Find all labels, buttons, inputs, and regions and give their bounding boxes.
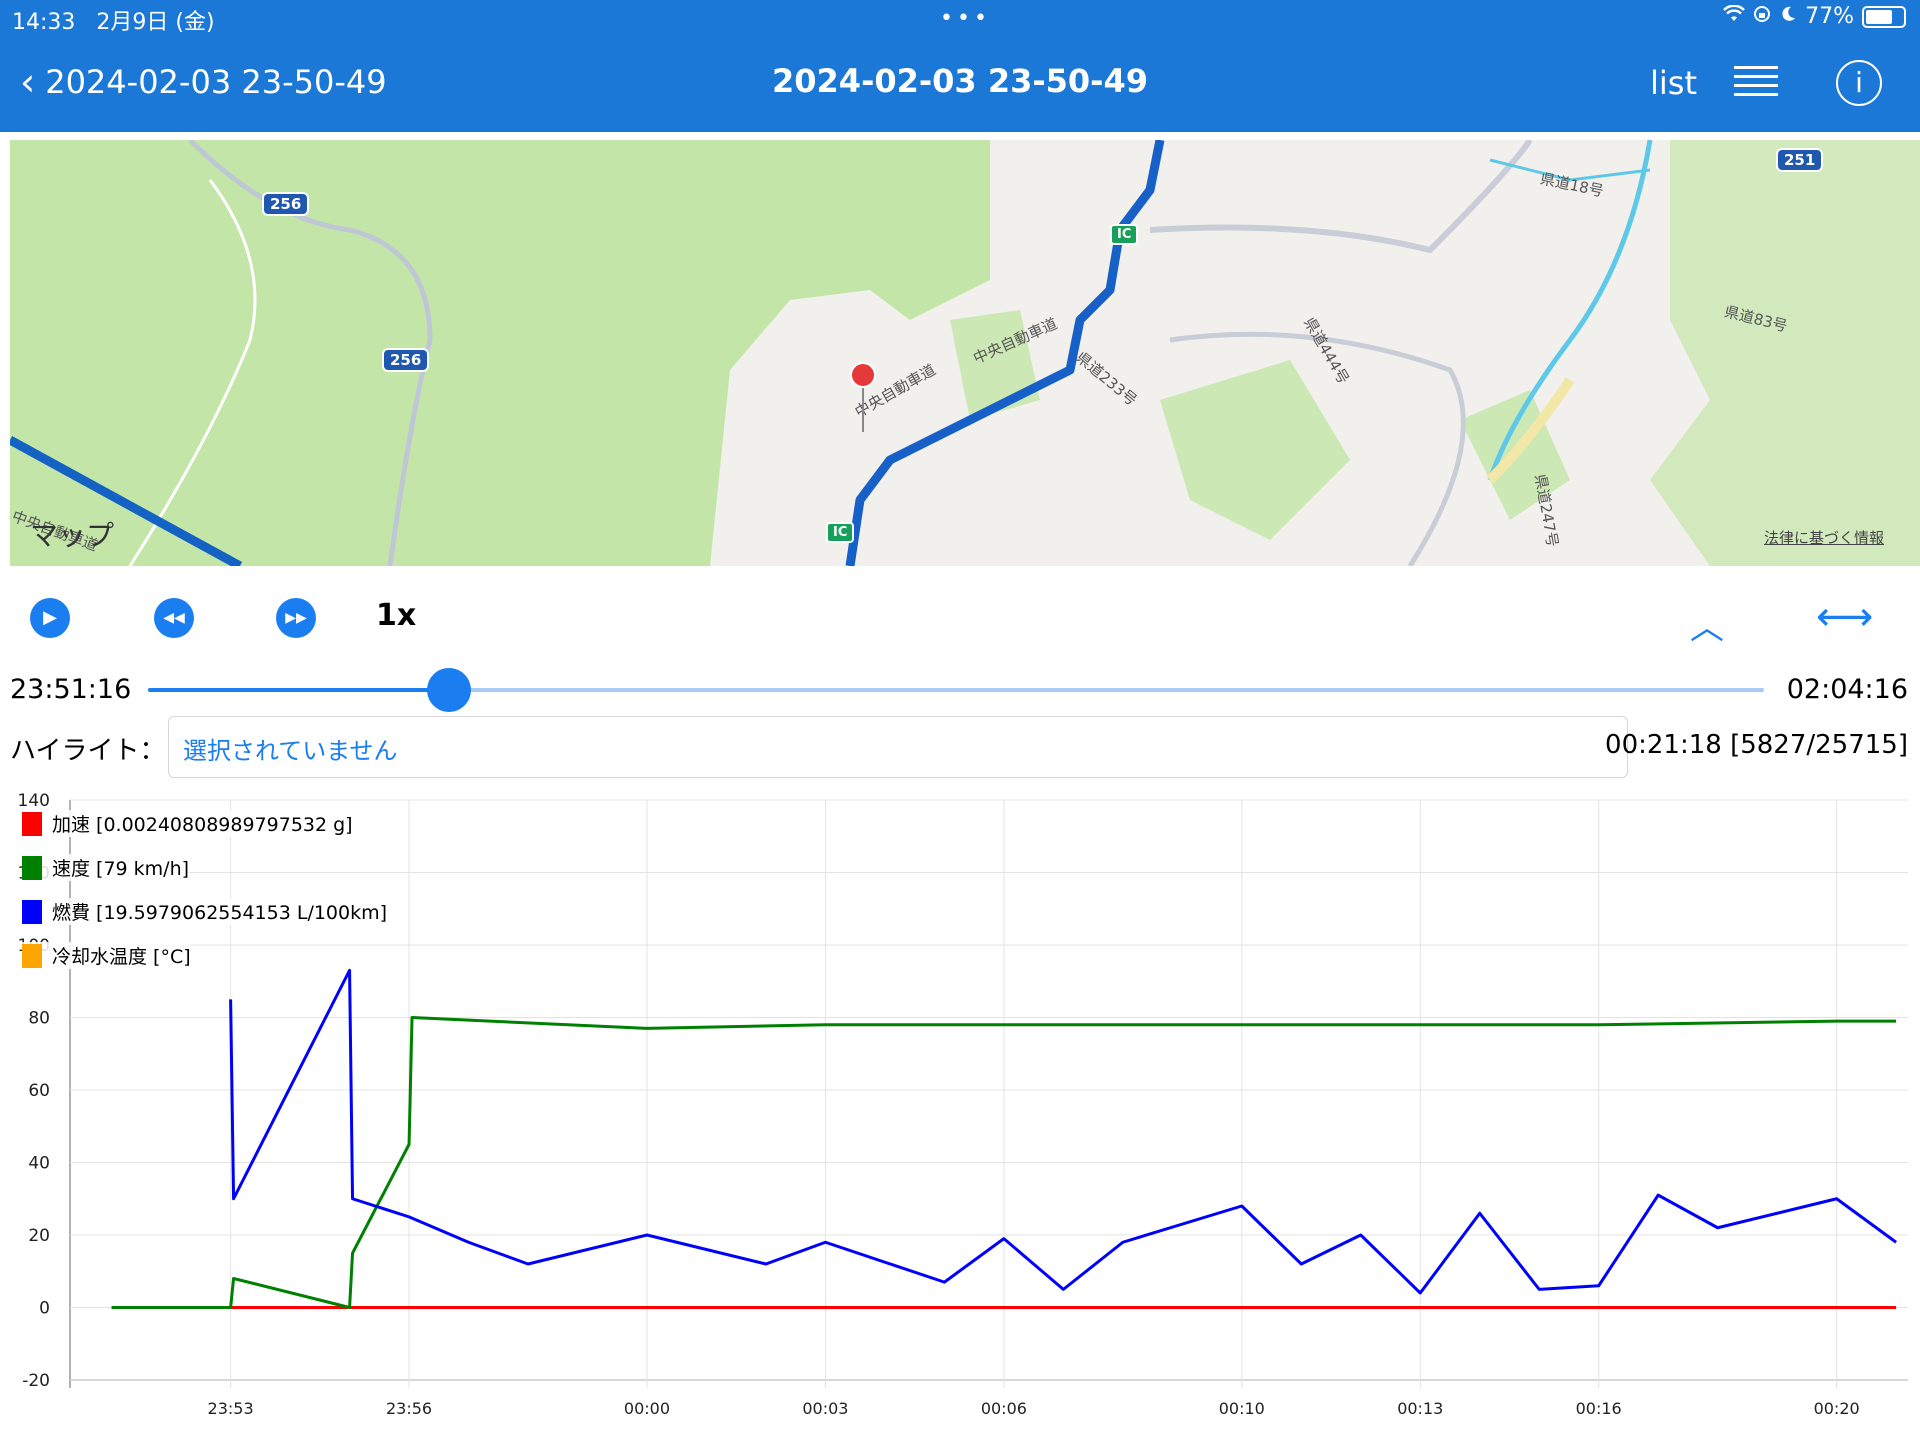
y-tick-label: 80 [28, 1009, 50, 1029]
playback-controls: ▶ ◀◀ ▶▶ 1x ︿ ⟷ [0, 590, 1920, 650]
legend-label: 燃費 [19.5979062554153 L/100km] [52, 902, 388, 924]
y-tick-label: 0 [39, 1299, 50, 1319]
chart-canvas: -2002040608010012014023:5323:5600:0000:0… [18, 791, 1908, 1418]
list-button[interactable]: list [1650, 64, 1697, 102]
series-line [229, 968, 1897, 1295]
interchange-badge: IC [826, 522, 855, 543]
wifi-icon [1723, 4, 1745, 29]
telemetry-chart[interactable]: -2002040608010012014023:5323:5600:0000:0… [0, 790, 1920, 1440]
moon-icon [1779, 4, 1797, 29]
x-tick-label: 00:06 [981, 1399, 1027, 1418]
highlight-value: 選択されていません [183, 737, 398, 765]
x-tick-label: 00:20 [1814, 1399, 1860, 1418]
status-indicators: 77% [1723, 4, 1906, 29]
list-menu-icon[interactable] [1734, 66, 1778, 102]
expand-horizontal-icon[interactable]: ⟷ [1816, 594, 1874, 640]
rewind-button[interactable]: ◀◀ [154, 598, 194, 638]
legend-swatch [22, 811, 42, 836]
location-pin-icon[interactable] [850, 362, 876, 388]
highlight-label: ハイライト： [10, 736, 166, 766]
legend-item[interactable]: 燃費 [19.5979062554153 L/100km] [22, 898, 388, 925]
clock: 14:33 [12, 10, 76, 35]
fast-forward-button[interactable]: ▶▶ [276, 598, 316, 638]
y-tick-label: 140 [18, 791, 50, 811]
legend-item[interactable]: 冷却水温度 [°C] [22, 942, 191, 969]
maps-brand-logo: マップ [30, 519, 115, 552]
route-shield: 251 [1776, 148, 1824, 172]
legend-label: 加速 [0.00240808989797532 g] [52, 814, 353, 836]
start-time: 23:51:16 [10, 674, 132, 705]
slider-progress [148, 688, 449, 692]
collapse-chevron-icon[interactable]: ︿ [1690, 608, 1724, 648]
legend-swatch [22, 943, 42, 968]
legend-label: 速度 [79 km/h] [52, 858, 190, 880]
x-tick-label: 00:10 [1219, 1399, 1265, 1418]
orientation-lock-icon [1753, 4, 1771, 29]
timeline-slider[interactable] [148, 668, 1764, 712]
multitask-dots[interactable]: ••• [940, 6, 991, 31]
chevron-left-icon: ‹ [20, 60, 36, 104]
y-tick-label: -20 [22, 1371, 50, 1391]
end-time: 02:04:16 [1786, 674, 1908, 705]
y-tick-label: 20 [28, 1226, 50, 1246]
route-shield: 256 [262, 192, 310, 216]
play-button[interactable]: ▶ [30, 598, 70, 638]
interchange-badge: IC [1110, 224, 1139, 245]
map-canvas [10, 140, 1920, 566]
legend-swatch [22, 899, 42, 924]
page-title: 2024-02-03 23-50-49 [772, 62, 1148, 100]
x-tick-label: 00:16 [1576, 1399, 1622, 1418]
y-tick-label: 40 [28, 1154, 50, 1174]
nav-bar: ‹ 2024-02-03 23-50-49 2024-02-03 23-50-4… [0, 50, 1920, 122]
info-button[interactable]: i [1836, 60, 1882, 106]
back-label: 2024-02-03 23-50-49 [45, 63, 387, 101]
legend-item[interactable]: 加速 [0.00240808989797532 g] [22, 810, 353, 837]
x-tick-label: 00:00 [624, 1399, 670, 1418]
highlight-row: ハイライト： 選択されていません 00:21:18 [5827/25715] [0, 716, 1920, 782]
playback-speed[interactable]: 1x [376, 598, 417, 633]
series-line [111, 1016, 1897, 1309]
x-tick-label: 23:56 [386, 1399, 432, 1418]
legend-swatch [22, 855, 42, 880]
route-shield: 256 [382, 348, 430, 372]
back-button[interactable]: ‹ 2024-02-03 23-50-49 [20, 60, 387, 104]
legend-label: 冷却水温度 [°C] [52, 946, 191, 968]
battery-percent: 77% [1805, 4, 1854, 29]
x-tick-label: 00:13 [1397, 1399, 1443, 1418]
status-time: 14:33 2月9日 (金) [12, 4, 215, 36]
top-bar: 14:33 2月9日 (金) ••• 77% ‹ 2024-02-03 23-5… [0, 0, 1920, 132]
pin-stem [862, 386, 864, 432]
timeline: 23:51:16 02:04:16 [0, 666, 1920, 716]
battery-icon [1862, 5, 1906, 28]
highlight-stat: 00:21:18 [5827/25715] [1605, 730, 1908, 760]
slider-thumb[interactable] [426, 668, 471, 712]
x-tick-label: 23:53 [208, 1399, 254, 1418]
y-tick-label: 60 [28, 1081, 50, 1101]
map-view[interactable]: 256 256 251 IC IC 県道18号 県道83号 県道444号 県道2… [10, 140, 1920, 566]
date-label: 2月9日 (金) [96, 10, 215, 35]
x-tick-label: 00:03 [802, 1399, 848, 1418]
highlight-selector[interactable]: 選択されていません [168, 716, 1628, 778]
legend-item[interactable]: 速度 [79 km/h] [22, 854, 190, 881]
legal-link[interactable]: 法律に基づく情報 [1763, 529, 1884, 547]
